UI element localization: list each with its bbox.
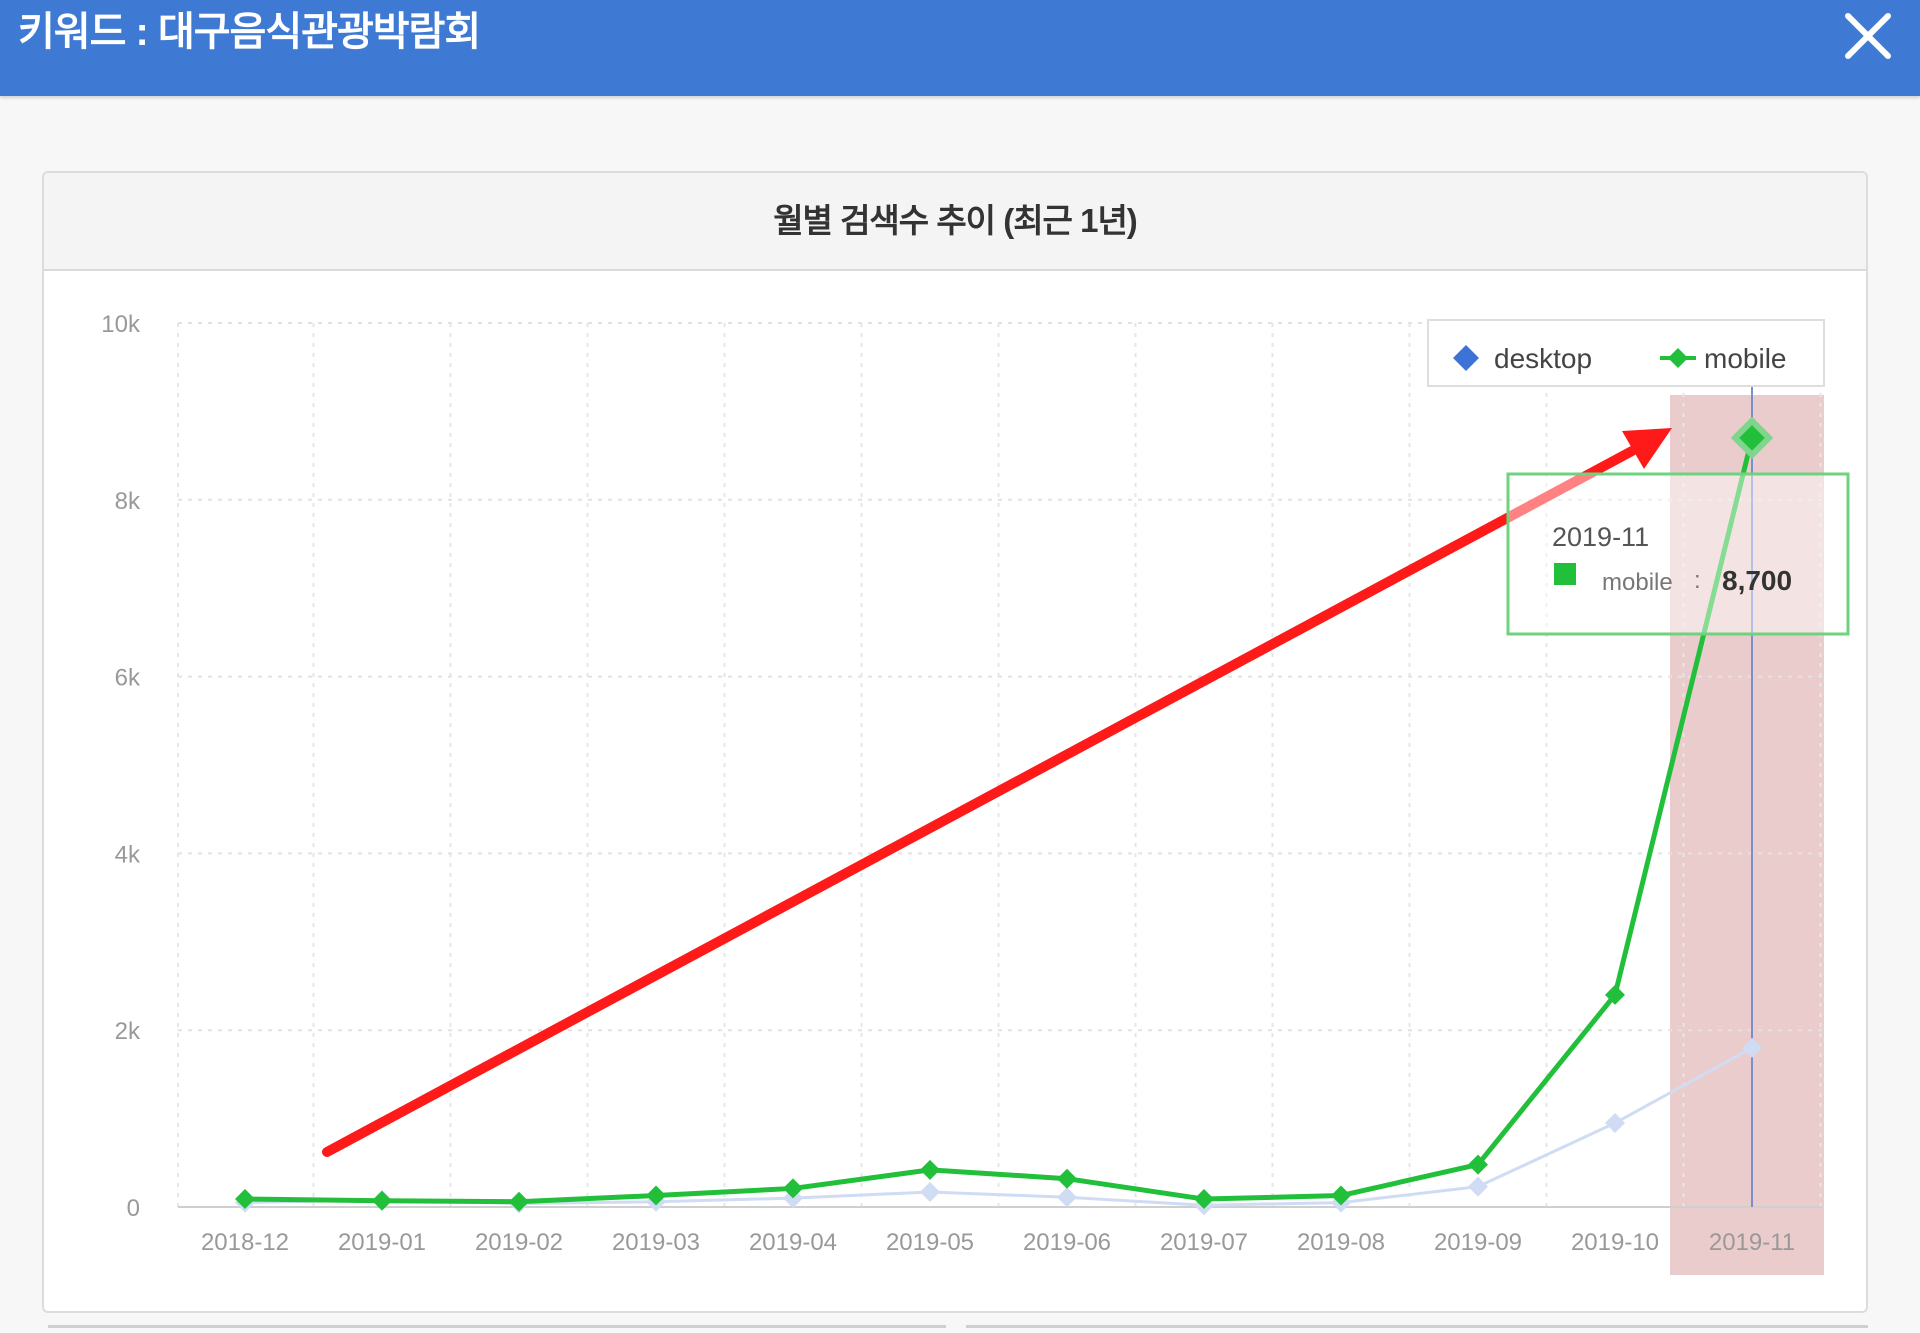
data-point-desktop <box>1605 1113 1625 1134</box>
tooltip-separator: : <box>1694 567 1701 594</box>
dialog-titlebar: 키워드 : 대구음식관광박람회 <box>0 0 1920 96</box>
x-tick-label: 2019-10 <box>1571 1229 1659 1256</box>
data-point-desktop <box>1468 1176 1488 1197</box>
x-tick-label: 2019-07 <box>1160 1229 1248 1256</box>
annotation-arrow-shaft <box>322 446 1637 1157</box>
x-tick-label: 2019-02 <box>475 1229 563 1256</box>
tooltip-value: 8,700 <box>1722 565 1792 596</box>
data-point-mobile <box>920 1159 940 1180</box>
legend-box <box>1427 319 1825 387</box>
y-tick-label: 0 <box>127 1195 140 1222</box>
x-tick-label: 2019-08 <box>1297 1229 1385 1256</box>
data-point-mobile <box>1057 1168 1077 1189</box>
y-tick-label: 2k <box>115 1018 141 1045</box>
x-tick-label: 2019-09 <box>1434 1229 1522 1256</box>
x-tick-label: 2019-03 <box>612 1229 700 1256</box>
x-tick-label: 2019-11 <box>1709 1229 1795 1256</box>
x-tick-label: 2018-12 <box>201 1229 289 1256</box>
data-point-mobile <box>1605 984 1625 1005</box>
y-tick-label: 10k <box>101 311 141 338</box>
legend-marker-desktop <box>1453 345 1479 371</box>
y-tick-label: 6k <box>115 665 141 692</box>
tooltip-series-name: mobile <box>1602 569 1673 596</box>
data-point-mobile <box>1331 1185 1351 1206</box>
tooltip-box <box>1506 472 1850 636</box>
data-point-mobile <box>235 1189 255 1210</box>
data-point-mobile <box>1730 416 1774 460</box>
tooltip-category: 2019-11 <box>1552 522 1649 552</box>
data-point-mobile <box>509 1191 529 1212</box>
divider-right <box>966 1325 1868 1328</box>
legend-label-desktop: desktop <box>1494 343 1592 374</box>
data-point-desktop <box>1742 1037 1762 1058</box>
data-point-desktop <box>920 1181 940 1202</box>
tooltip-series-swatch <box>1554 563 1576 585</box>
hover-highlight-band <box>1670 395 1824 1275</box>
y-tick-label: 4k <box>115 841 141 868</box>
divider-left <box>48 1325 946 1328</box>
data-point-desktop <box>1057 1187 1077 1208</box>
x-tick-label: 2019-01 <box>338 1229 426 1256</box>
legend-label-mobile: mobile <box>1704 343 1786 374</box>
legend-marker-mobile <box>1668 348 1688 368</box>
data-point-mobile <box>1468 1154 1488 1175</box>
data-point-mobile <box>372 1190 392 1211</box>
close-icon[interactable] <box>1838 6 1898 66</box>
data-point-mobile <box>783 1178 803 1199</box>
series-line-mobile <box>244 437 1755 1205</box>
annotation-arrow-head <box>1622 428 1672 469</box>
dialog-title: 키워드 : 대구음식관광박람회 <box>18 10 481 54</box>
y-tick-label: 8k <box>115 488 141 515</box>
x-tick-label: 2019-04 <box>749 1229 837 1256</box>
x-tick-label: 2019-05 <box>886 1229 974 1256</box>
data-point-mobile <box>1194 1189 1214 1210</box>
x-tick-label: 2019-06 <box>1023 1229 1111 1256</box>
chart-title: 월별 검색수 추이 (최근 1년) <box>44 173 1866 271</box>
data-point-mobile <box>646 1185 666 1206</box>
